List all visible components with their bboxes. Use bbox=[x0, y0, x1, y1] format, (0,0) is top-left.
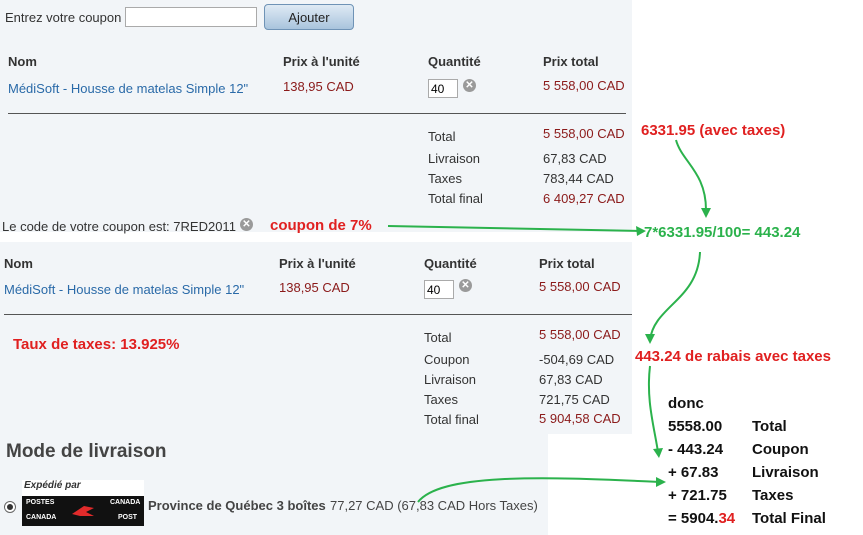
final-total-value: 6 409,27 CAD bbox=[543, 191, 625, 206]
remove-coupon-icon[interactable]: ✕ bbox=[240, 218, 253, 231]
shipping-label: Livraison bbox=[424, 372, 477, 387]
header-unit-price: Prix à l'unité bbox=[283, 54, 360, 69]
coupon-label: Coupon bbox=[424, 352, 470, 367]
shipping-value: 67,83 CAD bbox=[543, 151, 607, 166]
final-total-label: Total final bbox=[424, 412, 479, 427]
unit-price: 138,95 CAD bbox=[283, 79, 354, 94]
divider bbox=[8, 113, 626, 114]
annotation-discount: 443.24 de rabais avec taxes bbox=[635, 348, 831, 365]
logo-line: CANADA bbox=[26, 514, 57, 521]
header-name: Nom bbox=[4, 256, 33, 271]
shipping-radio[interactable] bbox=[4, 501, 16, 513]
product-link[interactable]: MédiSoft - Housse de matelas Simple 12" bbox=[8, 81, 249, 96]
header-total-price: Prix total bbox=[543, 54, 599, 69]
final-total-value: 5 904,58 CAD bbox=[539, 411, 621, 426]
header-quantity: Quantité bbox=[428, 54, 481, 69]
final-total-label: Total final bbox=[428, 191, 483, 206]
logo-line: POST bbox=[118, 514, 138, 521]
sum-final-prefix: = 5904. bbox=[668, 510, 719, 527]
post-eagle-icon bbox=[72, 506, 94, 516]
total-label: Total bbox=[424, 330, 452, 345]
shipping-value: 67,83 CAD bbox=[539, 372, 603, 387]
shipping-title: Mode de livraison bbox=[6, 441, 167, 462]
sum-value: + 721.75 bbox=[668, 487, 727, 504]
quantity-input[interactable] bbox=[424, 280, 454, 299]
sum-value: - 443.24 bbox=[668, 441, 724, 458]
sum-value: + 67.83 bbox=[668, 464, 719, 481]
cart-panel-bottom bbox=[0, 242, 632, 434]
coupon-applied-text: Le code de votre coupon est: 7RED2011 bbox=[2, 219, 236, 234]
total-value: 5 558,00 CAD bbox=[539, 327, 621, 342]
total-value: 5 558,00 CAD bbox=[543, 126, 625, 141]
cart-panel-top bbox=[0, 0, 632, 232]
arrow-taxes-to-calc bbox=[675, 139, 707, 211]
unit-price: 138,95 CAD bbox=[279, 280, 350, 295]
sum-final: = 5904.34 bbox=[668, 510, 735, 527]
shipping-option-price: 77,27 CAD (67,83 CAD Hors Taxes) bbox=[330, 498, 538, 513]
line-total: 5 558,00 CAD bbox=[543, 78, 625, 93]
coupon-label: Entrez votre coupon bbox=[5, 10, 122, 25]
arrow-discount-to-sum bbox=[647, 365, 659, 453]
coupon-value: -504,69 CAD bbox=[539, 352, 615, 367]
logo-line: POSTES bbox=[26, 499, 55, 506]
sum-label: Coupon bbox=[752, 441, 809, 458]
remove-item-icon[interactable]: ✕ bbox=[459, 279, 472, 292]
sum-label: Livraison bbox=[752, 464, 819, 481]
divider bbox=[4, 314, 632, 315]
product-link[interactable]: MédiSoft - Housse de matelas Simple 12" bbox=[4, 282, 245, 297]
taxes-label: Taxes bbox=[424, 392, 458, 407]
annotation-coupon-pct: coupon de 7% bbox=[270, 217, 372, 234]
sum-value: 5558.00 bbox=[668, 418, 723, 435]
sum-final-label: Total Final bbox=[752, 510, 826, 527]
shipping-label: Livraison bbox=[428, 151, 481, 166]
taxes-label: Taxes bbox=[428, 171, 462, 186]
header-quantity: Quantité bbox=[424, 256, 477, 271]
canada-post-logo: Expédié par POSTES CANADA CANADA POST bbox=[22, 480, 144, 526]
logo-caption: Expédié par bbox=[24, 480, 81, 491]
header-name: Nom bbox=[8, 54, 37, 69]
taxes-value: 721,75 CAD bbox=[539, 392, 610, 407]
annotation-tax-rate: Taux de taxes: 13.925% bbox=[13, 336, 180, 353]
taxes-value: 783,44 CAD bbox=[543, 171, 614, 186]
annotation-donc: donc bbox=[668, 395, 704, 412]
quantity-input[interactable] bbox=[428, 79, 458, 98]
remove-item-icon[interactable]: ✕ bbox=[463, 79, 476, 92]
sum-label: Taxes bbox=[752, 487, 794, 504]
total-label: Total bbox=[428, 129, 456, 144]
annotation-with-taxes: 6331.95 (avec taxes) bbox=[641, 122, 786, 139]
annotation-calc: 7*6331.95/100= 443.24 bbox=[644, 224, 801, 241]
logo-line: CANADA bbox=[110, 499, 141, 506]
header-unit-price: Prix à l'unité bbox=[279, 256, 356, 271]
sum-final-cents: 34 bbox=[718, 510, 736, 527]
arrow-calc-to-discount bbox=[649, 251, 701, 341]
coupon-input[interactable] bbox=[125, 7, 257, 27]
sum-label: Total bbox=[752, 418, 787, 435]
header-total-price: Prix total bbox=[539, 256, 595, 271]
shipping-option-name[interactable]: Province de Québec 3 boîtes bbox=[148, 498, 326, 513]
add-coupon-button[interactable]: Ajouter bbox=[264, 4, 354, 30]
line-total: 5 558,00 CAD bbox=[539, 279, 621, 294]
